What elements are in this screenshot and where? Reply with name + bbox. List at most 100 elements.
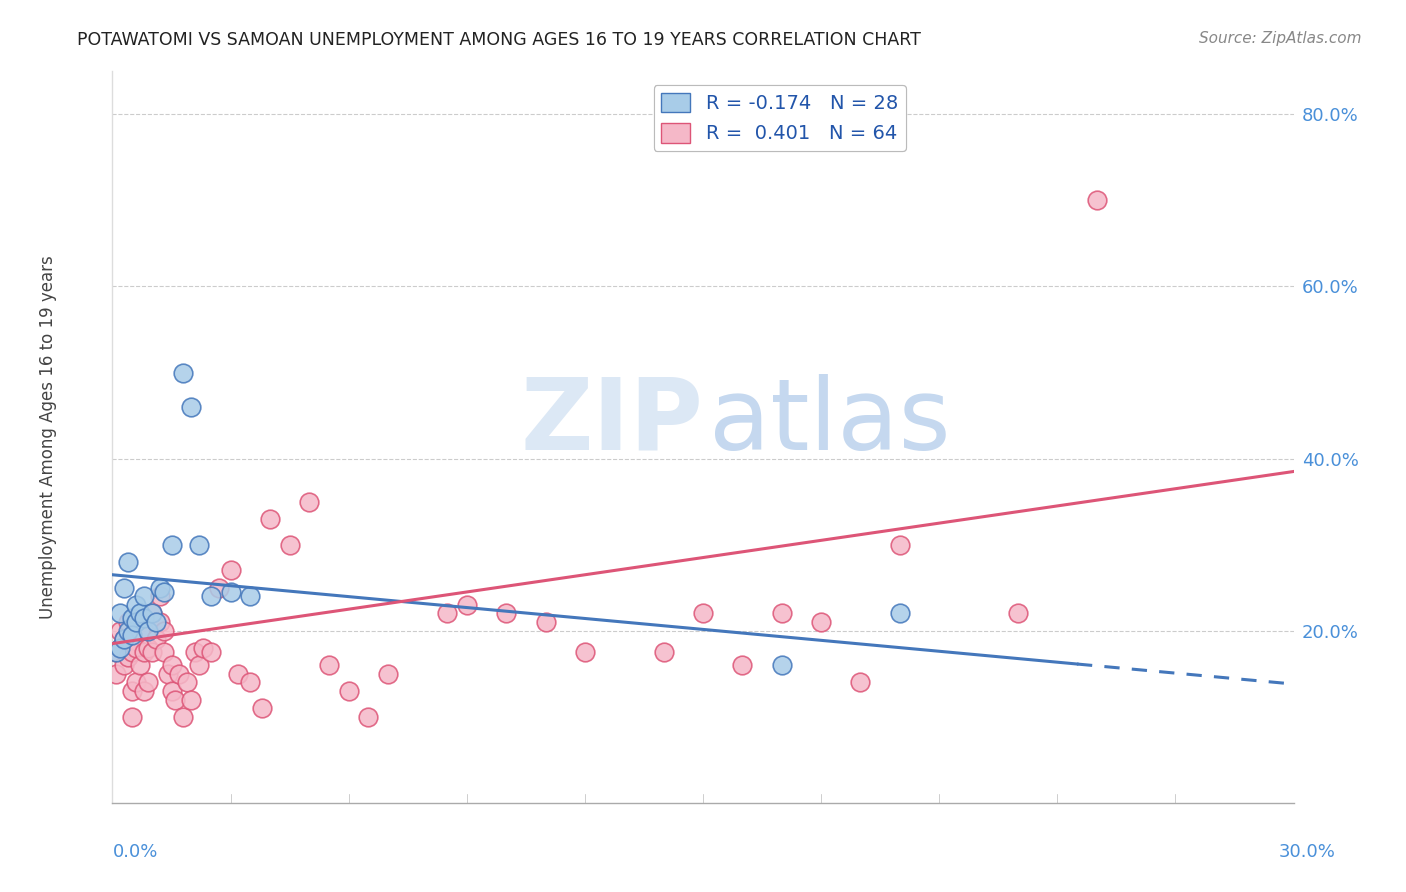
Point [149, 589, 172, 603]
Point [169, 666, 191, 681]
Point [810, 615, 832, 629]
Point [357, 710, 380, 724]
Point [436, 607, 458, 621]
Point [117, 624, 139, 638]
Point [112, 632, 135, 647]
Text: ZIP: ZIP [520, 374, 703, 471]
Point [129, 607, 152, 621]
Point [889, 538, 911, 552]
Point [889, 607, 911, 621]
Point [132, 645, 155, 659]
Point [149, 581, 172, 595]
Point [176, 675, 198, 690]
Point [105, 666, 128, 681]
Point [152, 624, 174, 638]
Point [136, 675, 159, 690]
Point [121, 645, 143, 659]
Point [145, 615, 167, 629]
Point [188, 658, 211, 673]
Point [228, 666, 250, 681]
Point [136, 624, 159, 638]
Point [112, 632, 135, 647]
Legend: R = -0.174   N = 28, R =  0.401   N = 64: R = -0.174 N = 28, R = 0.401 N = 64 [654, 85, 905, 151]
Point [132, 589, 155, 603]
Point [184, 645, 207, 659]
Point [110, 640, 132, 655]
Point [121, 628, 143, 642]
Point [770, 658, 793, 673]
Point [110, 607, 132, 621]
Point [152, 585, 174, 599]
Point [278, 538, 301, 552]
Point [141, 645, 163, 659]
Point [200, 589, 222, 603]
Point [160, 538, 183, 552]
Point [534, 615, 557, 629]
Point [172, 366, 194, 380]
Point [132, 684, 155, 698]
Point [136, 640, 159, 655]
Point [219, 585, 242, 599]
Point [239, 675, 262, 690]
Text: POTAWATOMI VS SAMOAN UNEMPLOYMENT AMONG AGES 16 TO 19 YEARS CORRELATION CHART: POTAWATOMI VS SAMOAN UNEMPLOYMENT AMONG … [77, 31, 921, 49]
Point [770, 607, 793, 621]
Text: 0.0%: 0.0% [112, 843, 157, 861]
Point [156, 666, 179, 681]
Point [692, 607, 714, 621]
Point [121, 710, 143, 724]
Point [495, 607, 517, 621]
Point [165, 692, 187, 706]
Point [110, 640, 132, 655]
Point [112, 658, 135, 673]
Point [129, 658, 152, 673]
Point [456, 598, 478, 612]
Point [125, 615, 148, 629]
Text: 30.0%: 30.0% [1279, 843, 1336, 861]
Point [188, 538, 211, 552]
Point [125, 640, 148, 655]
Point [141, 607, 163, 621]
Point [125, 675, 148, 690]
Text: Unemployment Among Ages 16 to 19 years: Unemployment Among Ages 16 to 19 years [38, 255, 56, 619]
Text: Source: ZipAtlas.com: Source: ZipAtlas.com [1198, 31, 1361, 46]
Text: atlas: atlas [709, 374, 950, 471]
Point [149, 615, 172, 629]
Point [121, 684, 143, 698]
Point [129, 624, 152, 638]
Point [239, 589, 262, 603]
Point [117, 615, 139, 629]
Point [105, 645, 128, 659]
Point [145, 632, 167, 647]
Point [180, 400, 202, 414]
Point [125, 598, 148, 612]
Point [141, 607, 163, 621]
Point [318, 658, 340, 673]
Point [105, 645, 128, 659]
Point [377, 666, 399, 681]
Point [117, 649, 139, 664]
Point [191, 640, 214, 655]
Point [110, 624, 132, 638]
Point [172, 710, 194, 724]
Point [208, 581, 231, 595]
Point [117, 555, 139, 569]
Point [1007, 607, 1029, 621]
Point [1085, 194, 1108, 208]
Point [259, 512, 281, 526]
Point [574, 645, 596, 659]
Point [112, 581, 135, 595]
Point [849, 675, 872, 690]
Point [152, 645, 174, 659]
Point [200, 645, 222, 659]
Point [160, 658, 183, 673]
Point [250, 701, 273, 715]
Point [121, 611, 143, 625]
Point [132, 611, 155, 625]
Point [337, 684, 360, 698]
Point [180, 692, 202, 706]
Point [652, 645, 675, 659]
Point [731, 658, 754, 673]
Point [298, 494, 321, 508]
Point [219, 564, 242, 578]
Point [160, 684, 183, 698]
